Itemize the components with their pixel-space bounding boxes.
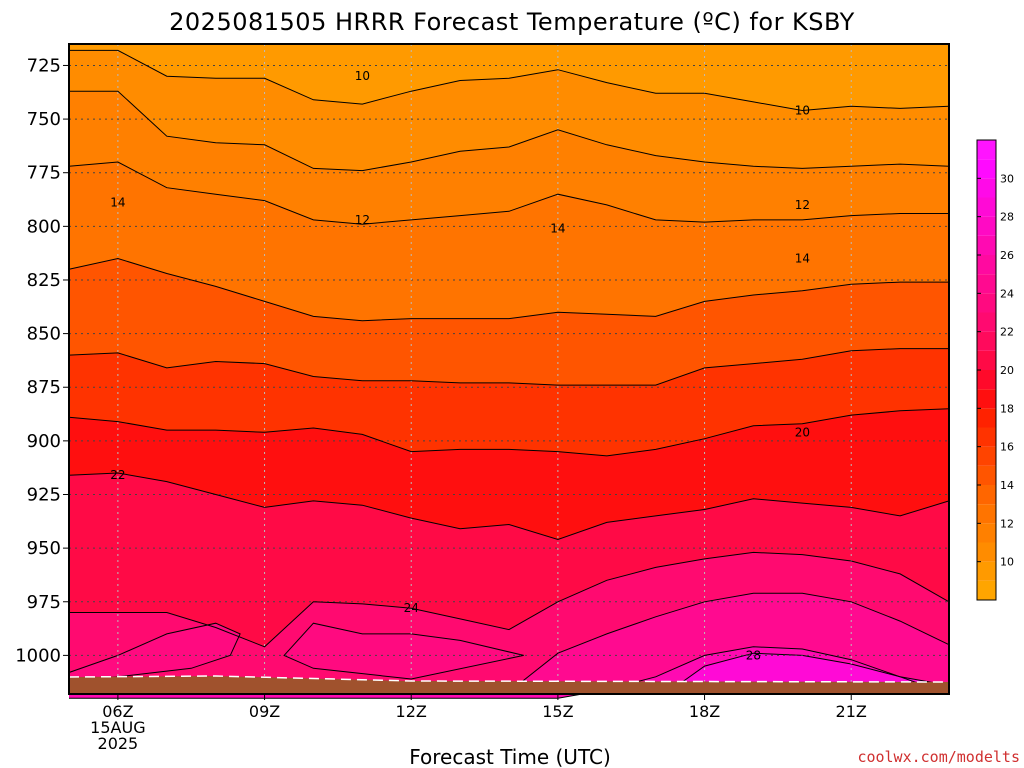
isotherm-12: [68, 161, 949, 225]
y-tick-label-1000: 1000: [15, 645, 61, 666]
colorbar-swatch-9: [977, 561, 996, 581]
colorbar-tick-label-20: 20: [1000, 364, 1014, 377]
colorbar-swatch-19: [977, 370, 996, 390]
isotherm-22: [69, 551, 950, 648]
contour-label-10: 28: [746, 648, 761, 662]
colorbar-swatch-16: [977, 427, 996, 447]
isotherm-14: [68, 257, 949, 322]
colorbar-tick-label-12: 12: [1000, 517, 1014, 530]
colorbar-swatch-26: [977, 235, 996, 255]
y-tick-label-750: 750: [27, 109, 61, 130]
grid-lines: [69, 44, 949, 694]
plot-border: [68, 43, 950, 695]
isotherm-16: [68, 348, 949, 386]
ground-fill: [69, 676, 949, 694]
isotherm-20: [68, 472, 950, 541]
colorbar-swatch-23: [977, 293, 996, 313]
colorbar-swatch-25: [977, 255, 996, 275]
colorbar-tick-label-22: 22: [1000, 326, 1014, 339]
y-tick-label-825: 825: [27, 270, 61, 291]
colorbar-swatch-18: [977, 389, 996, 409]
contour-label-1: 10: [795, 104, 810, 118]
colorbar-swatch-13: [977, 485, 996, 505]
colorbar-swatch-24: [977, 274, 996, 294]
plot-frame: [68, 43, 950, 695]
colorbar-tick-label-28: 28: [1000, 211, 1014, 224]
colorbar-swatch-21: [977, 331, 996, 351]
colorbar-swatch-27: [977, 216, 996, 236]
colorbar-tick-label-24: 24: [1000, 287, 1014, 300]
isotherm-18: [68, 408, 950, 457]
x-tick-label-21-0: 21Z: [836, 702, 867, 721]
contour-label-8: 22: [110, 468, 125, 482]
warm-pocket-center: [283, 622, 524, 680]
contour-label-0: 10: [355, 69, 370, 83]
colorbar-swatch-28: [977, 197, 996, 217]
contour-label-3: 12: [795, 198, 810, 212]
colorbar-tick-label-30: 30: [1000, 172, 1014, 185]
colorbar-swatch-17: [977, 408, 996, 428]
colorbar-legend: 10 12 14 16 18 20 22 24 26 28 30: [976, 139, 1014, 601]
contour-label-7: 20: [795, 425, 810, 439]
contour-label-4: 14: [110, 196, 125, 210]
colorbar-tick-label-26: 26: [1000, 249, 1014, 262]
credit-text[interactable]: coolwx.com/modelts: [857, 748, 1020, 766]
isotherm-26: [69, 646, 950, 699]
contour-label-6: 14: [795, 252, 810, 266]
x-tick-label-6-2: 2025: [98, 734, 139, 753]
x-tick-label-9-0: 09Z: [249, 702, 280, 721]
x-tick-label-15-0: 15Z: [542, 702, 573, 721]
y-tick-label-725: 725: [27, 55, 61, 76]
colorbar-swatch-12: [977, 504, 996, 524]
colorbar-swatch-20: [977, 350, 996, 370]
x-tick-label-6-1: 15AUG: [90, 718, 145, 737]
x-tick-label-6-0: 06Z: [102, 702, 133, 721]
contour-labels: 10 10 12 12 14 14 14 20 22 24 28: [110, 69, 810, 662]
y-tick-label-975: 975: [27, 592, 61, 613]
colorbar-swatch-31: [977, 140, 996, 160]
colorbar-swatch-11: [977, 523, 996, 543]
y-tick-label-775: 775: [27, 163, 61, 184]
surface-line: [68, 675, 950, 683]
colorbar-swatch-29: [977, 178, 996, 198]
chart-title: 2025081505 HRRR Forecast Temperature (ºC…: [169, 8, 855, 36]
colorbar-tick-label-10: 10: [1000, 556, 1014, 569]
x-tick-label-18-0: 18Z: [689, 702, 720, 721]
colorbar-swatch-14: [977, 465, 996, 485]
colorbar-swatch-15: [977, 446, 996, 466]
contour-label-5: 14: [550, 221, 565, 235]
y-axis-pressure: 725 750 775 800 825 850 875 900 925 950 975 1000: [15, 55, 69, 666]
isotherm-10: [69, 49, 950, 112]
y-tick-label-800: 800: [27, 216, 61, 237]
colorbar-swatch-8: [977, 580, 996, 600]
temperature-fill-bands: [68, 50, 950, 699]
ground-surface: [68, 675, 950, 694]
x-axis-title: Forecast Time (UTC): [409, 745, 611, 768]
colorbar-tick-label-16: 16: [1000, 441, 1014, 454]
y-tick-label-950: 950: [27, 538, 61, 559]
contour-label-2: 12: [355, 213, 370, 227]
contour-label-9: 24: [404, 601, 419, 615]
colorbar-tick-label-18: 18: [1000, 402, 1014, 415]
y-tick-label-925: 925: [27, 484, 61, 505]
x-tick-label-12-0: 12Z: [396, 702, 427, 721]
isotherm-11: [69, 90, 950, 172]
isotherm-lines: [68, 49, 950, 699]
colorbar-swatch-10: [977, 542, 996, 562]
y-tick-label-875: 875: [27, 377, 61, 398]
colorbar-tick-label-14: 14: [1000, 479, 1014, 492]
colorbar-swatch-30: [977, 159, 996, 179]
y-tick-label-850: 850: [27, 324, 61, 345]
colorbar-swatch-22: [977, 312, 996, 332]
y-tick-label-900: 900: [27, 431, 61, 452]
